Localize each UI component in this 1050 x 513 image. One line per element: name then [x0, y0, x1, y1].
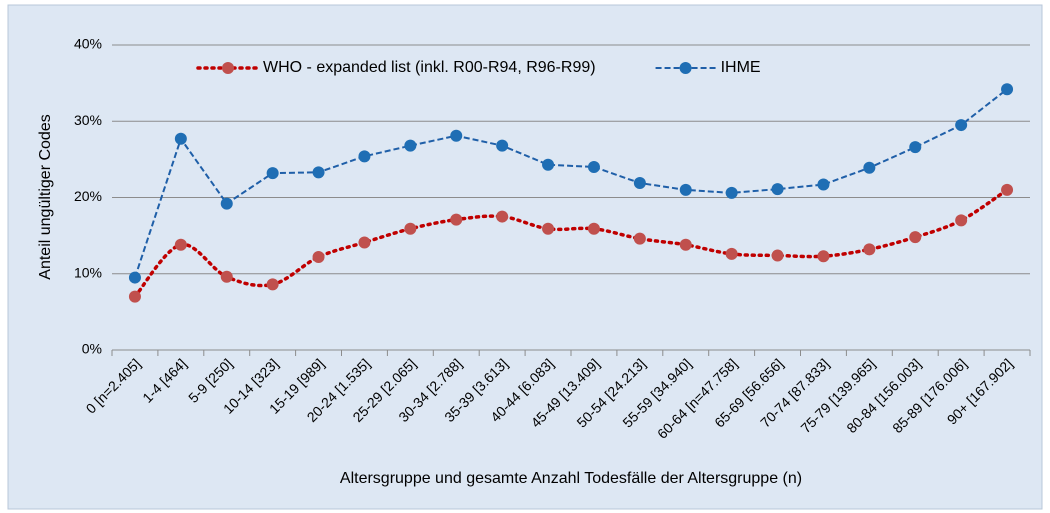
data-point — [771, 183, 784, 196]
data-point — [817, 178, 830, 191]
y-axis-title: Anteil ungültiger Codes — [37, 114, 54, 279]
data-point — [220, 197, 233, 210]
data-point — [174, 132, 187, 145]
series-line — [134, 88, 1008, 278]
data-point — [496, 210, 509, 223]
data-point — [1001, 183, 1014, 196]
y-tick-label: 10% — [74, 264, 102, 280]
data-point — [725, 186, 738, 199]
data-point — [679, 238, 692, 251]
data-point — [358, 150, 371, 163]
data-point — [725, 247, 738, 260]
data-point — [1001, 83, 1014, 96]
data-point — [587, 161, 600, 173]
data-point — [128, 271, 141, 284]
data-point — [312, 166, 325, 179]
data-point — [128, 290, 141, 303]
data-point — [909, 231, 922, 244]
legend-marker — [222, 62, 234, 74]
data-point — [450, 213, 463, 226]
y-tick-label: 20% — [74, 188, 102, 204]
data-point — [633, 177, 646, 190]
data-point — [542, 222, 555, 235]
x-axis-title: Altersgruppe und gesamte Anzahl Todesfäl… — [340, 470, 802, 487]
data-point — [863, 243, 876, 256]
data-point — [955, 119, 968, 132]
data-point — [220, 270, 233, 283]
y-tick-label: 0% — [82, 341, 102, 357]
data-point — [863, 161, 876, 174]
data-point — [771, 249, 784, 262]
legend-label: IHME — [721, 59, 761, 76]
data-point — [909, 141, 922, 154]
legend-marker — [679, 62, 692, 74]
data-point — [496, 139, 509, 152]
data-point — [633, 232, 646, 245]
legend-label: WHO - expanded list (inkl. R00-R94, R96-… — [263, 59, 596, 76]
data-point — [358, 236, 371, 249]
data-point — [312, 250, 325, 263]
data-point — [404, 139, 417, 152]
data-point — [266, 167, 279, 180]
data-point — [587, 222, 600, 235]
data-point — [817, 250, 830, 263]
data-point — [174, 238, 187, 251]
y-tick-label: 30% — [74, 112, 102, 128]
data-point — [404, 222, 417, 235]
data-point — [955, 214, 968, 227]
data-point — [450, 129, 463, 142]
y-tick-label: 40% — [74, 36, 102, 52]
data-point — [542, 158, 555, 171]
data-point — [266, 278, 279, 291]
data-point — [679, 183, 692, 196]
chart-background — [7, 4, 1043, 510]
